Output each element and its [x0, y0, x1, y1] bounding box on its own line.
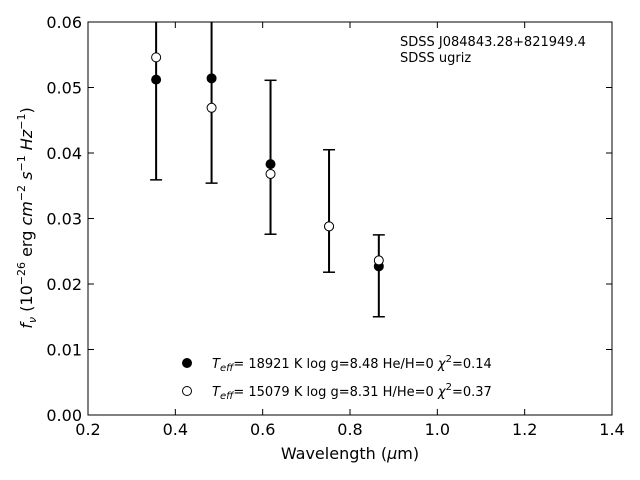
point-open	[373, 255, 384, 266]
y-tick-label: 0.00	[46, 406, 82, 425]
x-axis-label: Wavelength (μm)	[281, 444, 419, 463]
x-tick-label: 1.4	[599, 420, 624, 439]
annotation-object-name: SDSS J084843.28+821949.4	[400, 35, 586, 50]
error-bars	[150, 22, 385, 318]
y-tick-label: 0.02	[46, 275, 82, 294]
x-tick-label: 0.6	[250, 420, 275, 439]
x-tick-label: 0.8	[337, 420, 362, 439]
legend-marker-filled	[182, 358, 192, 368]
data-points	[151, 52, 384, 272]
x-tick-label: 0.2	[75, 420, 100, 439]
point-filled	[265, 159, 276, 170]
axis-ticks: 0.2 0.4 0.6 0.8 1.0 1.2 1.4 0.00 0.01 0.02 0.03 0.0…	[46, 13, 624, 439]
point-open	[265, 168, 276, 179]
point-filled	[206, 73, 217, 84]
legend-marker-open	[182, 386, 192, 396]
point-open	[206, 102, 217, 113]
legend-label-series-1: Teff= 18921 K log g=8.48 He/H=0 χ2=0.14	[212, 354, 492, 374]
x-tick-label: 0.4	[163, 420, 188, 439]
legend: Teff= 18921 K log g=8.48 He/H=0 χ2=0.14 …	[182, 354, 492, 402]
x-tick-label: 1.0	[425, 420, 450, 439]
y-tick-label: 0.03	[46, 210, 82, 229]
point-filled	[151, 74, 162, 85]
annotation-survey: SDSS ugriz	[400, 51, 471, 66]
point-open	[324, 221, 335, 232]
x-tick-label: 1.2	[512, 420, 537, 439]
legend-label-series-2: Teff= 15079 K log g=8.31 H/He=0 χ2=0.37	[212, 382, 492, 402]
y-tick-label: 0.05	[46, 79, 82, 98]
y-tick-label: 0.06	[46, 13, 82, 32]
y-tick-label: 0.04	[46, 144, 82, 163]
y-axis-label: fν (10−26 erg cm−2 s−1 Hz−1)	[15, 107, 39, 328]
y-tick-label: 0.01	[46, 341, 82, 360]
point-open	[151, 52, 162, 63]
